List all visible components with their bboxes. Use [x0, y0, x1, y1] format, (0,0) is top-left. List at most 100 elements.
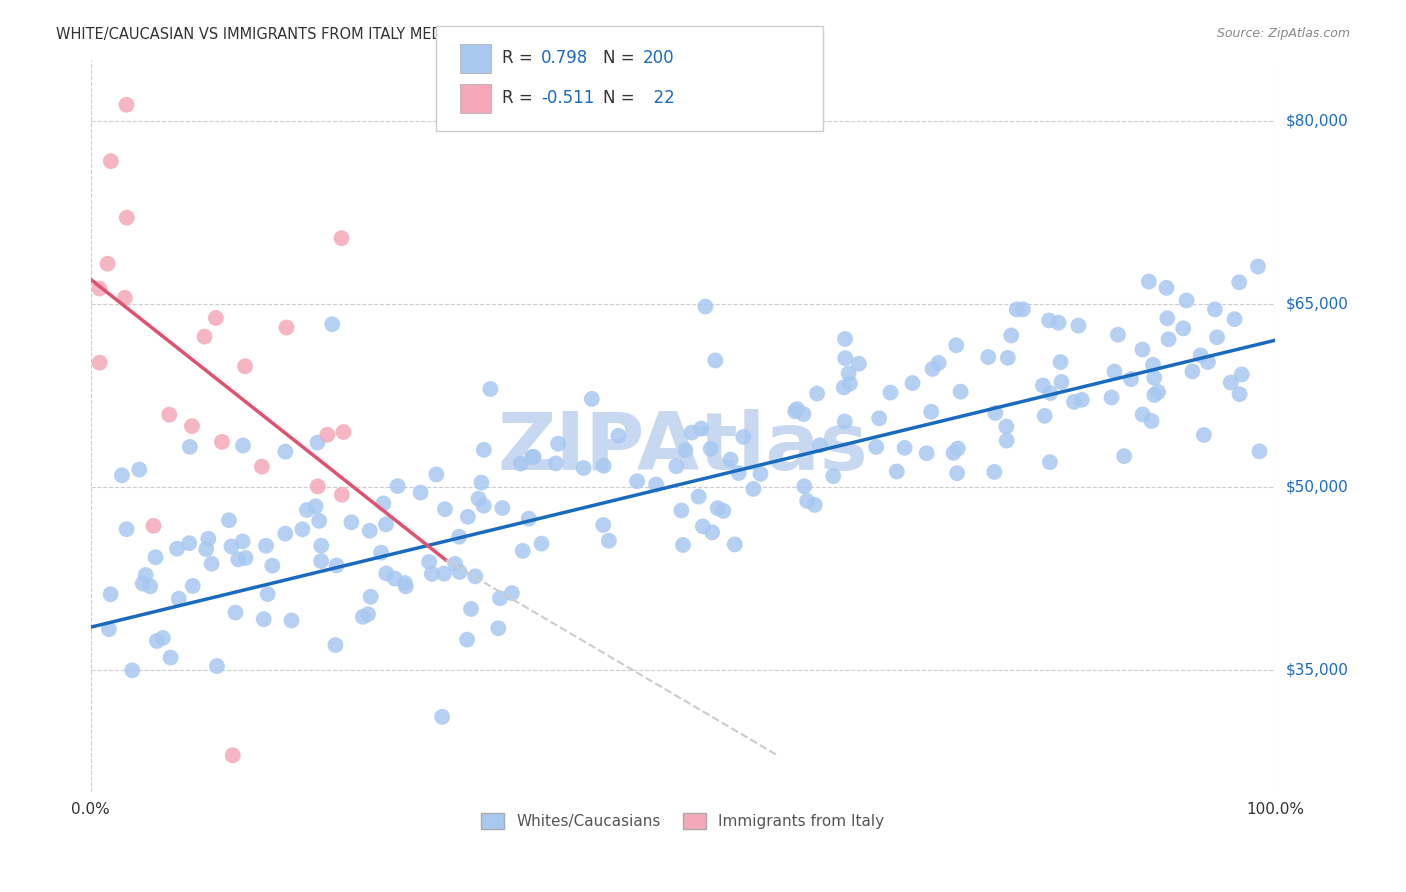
Point	[509, 457, 531, 471]
Point	[370, 546, 392, 560]
Point	[360, 590, 382, 604]
Point	[418, 555, 440, 569]
Point	[96, 257, 118, 271]
Point	[995, 434, 1018, 448]
Point	[626, 475, 648, 489]
Point	[201, 557, 224, 571]
Point	[1039, 386, 1062, 401]
Point	[673, 443, 696, 458]
Point	[224, 606, 246, 620]
Point	[665, 459, 688, 474]
Point	[1189, 348, 1212, 362]
Point	[671, 503, 693, 517]
Point	[332, 425, 354, 439]
Point	[946, 466, 969, 480]
Point	[838, 367, 860, 381]
Point	[97, 622, 120, 636]
Point	[135, 568, 157, 582]
Point	[1039, 455, 1062, 469]
Point	[724, 537, 747, 551]
Point	[100, 587, 122, 601]
Point	[977, 350, 1000, 364]
Text: $50,000: $50,000	[1286, 479, 1348, 494]
Point	[89, 356, 111, 370]
Point	[167, 591, 190, 606]
Point	[946, 442, 969, 456]
Point	[467, 491, 489, 506]
Point	[307, 479, 329, 493]
Point	[307, 435, 329, 450]
Point	[121, 663, 143, 677]
Point	[132, 576, 155, 591]
Point	[357, 607, 380, 622]
Point	[920, 405, 942, 419]
Point	[157, 408, 180, 422]
Point	[316, 427, 339, 442]
Point	[254, 539, 277, 553]
Point	[1142, 358, 1164, 372]
Point	[250, 459, 273, 474]
Point	[166, 541, 188, 556]
Point	[409, 485, 432, 500]
Point	[139, 579, 162, 593]
Point	[460, 602, 482, 616]
Point	[1157, 332, 1180, 346]
Point	[430, 710, 453, 724]
Point	[834, 414, 856, 428]
Point	[218, 513, 240, 527]
Point	[1219, 376, 1241, 390]
Point	[1132, 408, 1154, 422]
Point	[893, 441, 915, 455]
Text: N =: N =	[603, 49, 640, 67]
Point	[523, 450, 546, 464]
Point	[720, 452, 742, 467]
Point	[704, 353, 727, 368]
Point	[181, 579, 204, 593]
Point	[1119, 372, 1142, 386]
Point	[449, 565, 471, 579]
Point	[512, 544, 534, 558]
Point	[997, 351, 1019, 365]
Point	[1181, 364, 1204, 378]
Point	[1197, 355, 1219, 369]
Point	[945, 338, 967, 352]
Point	[1229, 387, 1251, 401]
Point	[592, 458, 614, 473]
Text: R =: R =	[502, 49, 538, 67]
Point	[742, 482, 765, 496]
Text: ZIPAtlas: ZIPAtlas	[498, 409, 868, 487]
Point	[291, 522, 314, 536]
Point	[433, 502, 456, 516]
Point	[1249, 444, 1271, 458]
Point	[181, 419, 204, 434]
Point	[886, 465, 908, 479]
Point	[1206, 330, 1229, 344]
Point	[785, 404, 807, 418]
Text: R =: R =	[502, 89, 538, 107]
Point	[384, 571, 406, 585]
Point	[1107, 327, 1129, 342]
Point	[598, 533, 620, 548]
Point	[321, 317, 343, 331]
Point	[387, 479, 409, 493]
Point	[222, 748, 245, 763]
Point	[868, 411, 890, 425]
Point	[1050, 375, 1073, 389]
Point	[395, 579, 418, 593]
Text: $65,000: $65,000	[1286, 296, 1348, 311]
Point	[152, 631, 174, 645]
Point	[984, 406, 1007, 420]
Point	[425, 467, 447, 482]
Point	[1143, 388, 1166, 402]
Point	[449, 530, 471, 544]
Point	[834, 351, 856, 366]
Point	[1047, 316, 1070, 330]
Point	[262, 558, 284, 573]
Point	[352, 610, 374, 624]
Point	[834, 332, 856, 346]
Point	[1063, 394, 1085, 409]
Point	[1005, 302, 1028, 317]
Point	[530, 536, 553, 550]
Point	[995, 419, 1018, 434]
Point	[517, 512, 540, 526]
